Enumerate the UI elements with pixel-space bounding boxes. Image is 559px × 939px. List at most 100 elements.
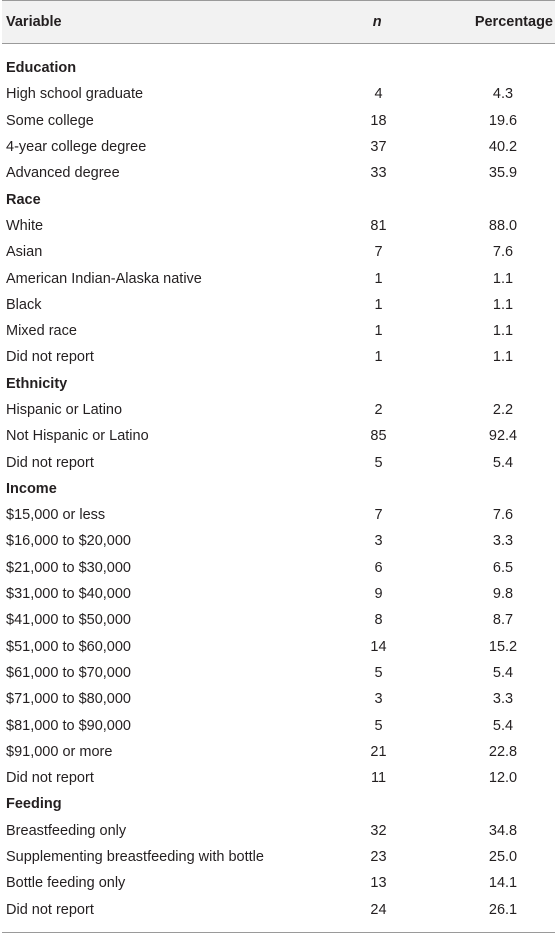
row-label: $15,000 or less xyxy=(6,507,106,524)
table-row: $21,000 to $30,000 6 6.5 xyxy=(2,555,555,581)
row-n: 24 xyxy=(370,901,387,918)
row-label: $16,000 to $20,000 xyxy=(6,533,131,550)
section-row-ethnicity: Ethnicity xyxy=(2,371,555,397)
row-n: 3 xyxy=(374,533,383,550)
table-row: White 81 88.0 xyxy=(2,213,555,239)
table-row: $91,000 or more 21 22.8 xyxy=(2,739,555,765)
row-label: $31,000 to $40,000 xyxy=(6,586,131,603)
row-label: High school graduate xyxy=(6,86,144,103)
row-n: 85 xyxy=(370,428,387,445)
row-label: $71,000 to $80,000 xyxy=(6,691,131,708)
row-label: Did not report xyxy=(6,901,94,918)
table-body: Education High school graduate 4 4.3 Some co… xyxy=(2,44,555,923)
section-title: Feeding xyxy=(6,796,62,813)
row-n: 18 xyxy=(370,112,387,129)
table-row: $16,000 to $20,000 3 3.3 xyxy=(2,528,555,554)
row-n: 9 xyxy=(374,586,383,603)
table-row: Hispanic or Latino 2 2.2 xyxy=(2,397,555,423)
row-label: Hispanic or Latino xyxy=(6,402,123,418)
section-row-education: Education xyxy=(2,55,555,81)
row-label: Did not report xyxy=(6,454,94,471)
row-n: 8 xyxy=(374,612,383,629)
table-row: American Indian-Alaska native 1 1.1 xyxy=(2,265,555,291)
table-row: Supplementing breastfeeding with bottle 2… xyxy=(2,844,555,870)
row-label: Black xyxy=(6,296,42,313)
row-percentage: 5.4 xyxy=(492,454,514,471)
row-percentage: 8.7 xyxy=(492,612,514,629)
section-title: Education xyxy=(6,60,77,77)
table-row: Black 1 1.1 xyxy=(2,292,555,318)
table-row: $61,000 to $70,000 5 5.4 xyxy=(2,660,555,686)
row-n: 2 xyxy=(374,402,383,418)
row-label: Did not report xyxy=(6,770,94,787)
table-row: $81,000 to $90,000 5 5.4 xyxy=(2,712,555,738)
row-percentage: 1.1 xyxy=(492,270,514,287)
row-n: 5 xyxy=(374,664,383,681)
row-n: 14 xyxy=(370,638,387,655)
row-percentage: 15.2 xyxy=(488,638,518,655)
table-row: $71,000 to $80,000 3 3.3 xyxy=(2,686,555,712)
row-percentage: 7.6 xyxy=(492,507,514,524)
row-label: Breastfeeding only xyxy=(6,822,127,839)
table-row: Asian 7 7.6 xyxy=(2,239,555,265)
row-n: 1 xyxy=(374,270,383,287)
row-percentage: 5.4 xyxy=(492,717,514,734)
header-percentage: Percentage xyxy=(474,14,553,30)
row-label: $61,000 to $70,000 xyxy=(6,664,131,681)
section-title: Income xyxy=(6,480,57,497)
table-row: Breastfeeding only 32 34.8 xyxy=(2,818,555,844)
table-row: Mixed race 1 1.1 xyxy=(2,318,555,344)
row-percentage: 9.8 xyxy=(492,586,514,603)
row-percentage: 88.0 xyxy=(488,217,518,234)
table-row: Did not report 24 26.1 xyxy=(2,897,555,923)
row-percentage: 2.2 xyxy=(492,402,514,418)
row-n: 11 xyxy=(370,770,387,787)
row-label: $41,000 to $50,000 xyxy=(6,612,131,629)
row-label: Some college xyxy=(6,112,94,129)
table-row: Advanced degree 33 35.9 xyxy=(2,160,555,186)
row-label: White xyxy=(6,217,44,234)
section-row-income: Income xyxy=(2,476,555,502)
table-row: $41,000 to $50,000 8 8.7 xyxy=(2,607,555,633)
table-row: Bottle feeding only 13 14.1 xyxy=(2,870,555,896)
row-n: 37 xyxy=(370,139,387,156)
row-percentage: 1.1 xyxy=(492,323,514,340)
row-n: 1 xyxy=(374,296,383,313)
row-percentage: 26.1 xyxy=(488,901,518,918)
row-percentage: 5.4 xyxy=(492,664,514,681)
table-row: $51,000 to $60,000 14 15.2 xyxy=(2,634,555,660)
row-percentage: 14.1 xyxy=(488,875,518,892)
row-percentage: 19.6 xyxy=(488,112,518,129)
section-title: Race xyxy=(6,191,41,208)
row-percentage: 34.8 xyxy=(488,822,518,839)
table-row: $15,000 or less 7 7.6 xyxy=(2,502,555,528)
row-label: $91,000 or more xyxy=(6,743,113,760)
row-n: 33 xyxy=(370,165,387,182)
row-percentage: 6.5 xyxy=(492,559,514,576)
section-row-feeding: Feeding xyxy=(2,791,555,817)
row-n: 3 xyxy=(374,691,383,708)
row-percentage: 1.1 xyxy=(492,296,514,313)
row-label: Bottle feeding only xyxy=(6,875,126,892)
row-n: 1 xyxy=(374,349,383,366)
row-percentage: 92.4 xyxy=(488,428,518,445)
table-row: Some college 18 19.6 xyxy=(2,108,555,134)
table-row: High school graduate 4 4.3 xyxy=(2,81,555,107)
row-label: Supplementing breastfeeding with bottle xyxy=(6,849,264,866)
row-label: Mixed race xyxy=(6,323,77,340)
row-n: 1 xyxy=(374,323,383,340)
table-row: Did not report 1 1.1 xyxy=(2,344,555,370)
row-n: 81 xyxy=(370,217,387,234)
row-label: Asian xyxy=(6,244,43,261)
row-percentage: 22.8 xyxy=(488,743,518,760)
row-n: 4 xyxy=(374,86,383,103)
row-percentage: 1.1 xyxy=(492,349,514,366)
table-bottom-rule xyxy=(2,931,555,933)
row-label: $51,000 to $60,000 xyxy=(6,638,131,655)
row-percentage: 7.6 xyxy=(492,244,514,261)
row-label: 4-year college degree xyxy=(6,139,147,156)
row-label: $21,000 to $30,000 xyxy=(6,559,131,576)
row-percentage: 12.0 xyxy=(488,770,518,787)
row-n: 5 xyxy=(374,717,383,734)
